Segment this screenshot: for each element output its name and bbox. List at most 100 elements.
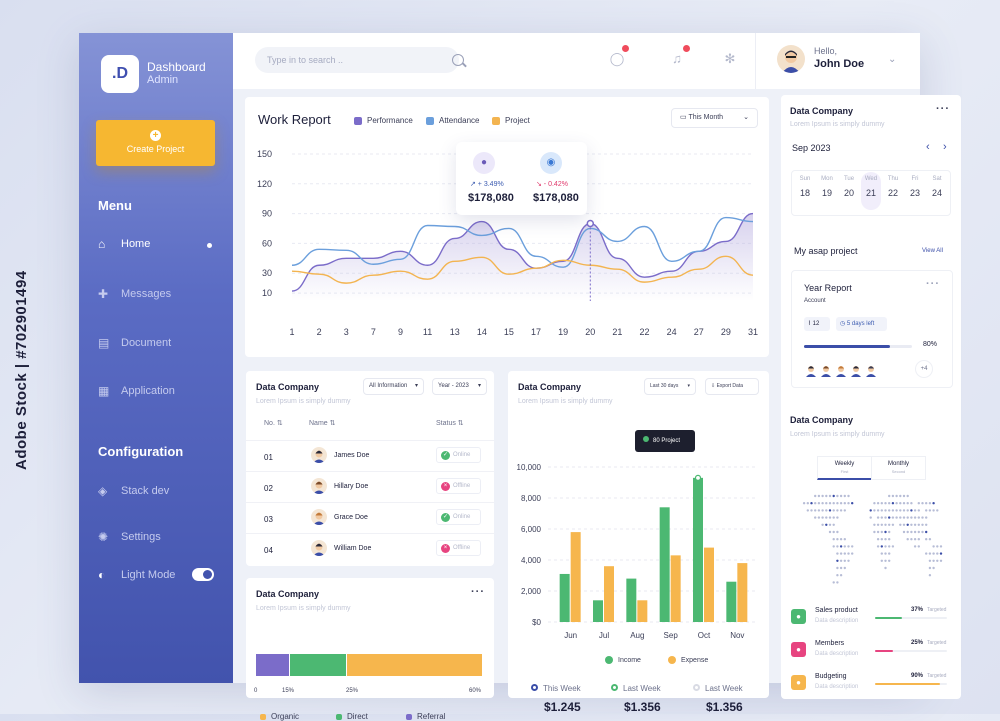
- avatar: [311, 509, 327, 525]
- chat-icon[interactable]: ◯: [609, 51, 625, 67]
- more-icon[interactable]: ···: [471, 586, 485, 598]
- chevron-down-icon[interactable]: ⌄: [888, 54, 896, 65]
- sidebar-item-document[interactable]: ▤Document: [98, 333, 171, 353]
- bar-income[interactable]: [693, 478, 703, 622]
- stack-segment-organic[interactable]: [347, 654, 482, 676]
- tooltip-value-1: $178,080: [468, 192, 514, 204]
- more-icon[interactable]: ···: [926, 278, 940, 290]
- sidebar-item-stack-dev[interactable]: ◈Stack dev: [98, 481, 169, 501]
- map-dot: [840, 502, 842, 504]
- map-dot: [818, 495, 820, 497]
- bar-income[interactable]: [593, 600, 603, 622]
- more-icon[interactable]: ···: [936, 103, 950, 115]
- sidebar-item-application[interactable]: ▦Application: [98, 381, 175, 401]
- project-card[interactable]: Year Report Account ··· ⌇ 12 ◷ 5 days le…: [791, 270, 953, 388]
- bar-expense[interactable]: [671, 555, 681, 622]
- map-dot: [840, 495, 842, 497]
- bar-income[interactable]: [726, 582, 736, 622]
- bar-expense[interactable]: [704, 548, 714, 622]
- map-dot: [925, 516, 927, 518]
- col-header-name[interactable]: Name ⇅: [309, 419, 336, 427]
- map-dot: [829, 524, 831, 526]
- create-project-button[interactable]: + Create Project: [96, 120, 215, 166]
- all-information-dropdown[interactable]: All Information▾: [363, 378, 424, 395]
- map-dot: [810, 502, 812, 504]
- more-members[interactable]: +4: [915, 360, 933, 378]
- sidebar-item-home[interactable]: ⌂Home: [98, 234, 150, 254]
- stat-percent: 90%: [911, 673, 923, 679]
- col-header-status[interactable]: Status ⇅: [436, 419, 464, 427]
- day-number: 23: [905, 188, 925, 198]
- light-mode-toggle[interactable]: [192, 568, 214, 581]
- bar-expense[interactable]: [637, 600, 647, 622]
- bar-expense[interactable]: [737, 563, 747, 622]
- stat-bar-fill: [875, 617, 902, 619]
- legend-label: Expense: [681, 657, 708, 664]
- bar-expense[interactable]: [604, 566, 614, 622]
- sidebar-item-settings[interactable]: ✺Settings: [98, 527, 161, 547]
- map-dot: [877, 524, 879, 526]
- sidebar-item-messages[interactable]: ✚Messages: [98, 284, 171, 304]
- map-dot: [829, 516, 831, 518]
- map-dot: [829, 531, 831, 533]
- stack-segment-direct[interactable]: [290, 654, 346, 676]
- days-left-badge: ◷ 5 days left: [836, 317, 887, 331]
- messages-icon: ✚: [98, 288, 111, 301]
- map-dot: [810, 509, 812, 511]
- search-icon[interactable]: [452, 54, 464, 66]
- map-dot: [918, 524, 920, 526]
- map-dot: [833, 581, 835, 583]
- tab-sub: First: [818, 469, 871, 474]
- view-all-link[interactable]: View All: [922, 248, 943, 254]
- bar-income[interactable]: [660, 507, 670, 622]
- bar-expense[interactable]: [571, 532, 581, 622]
- bell-icon[interactable]: ♫: [669, 51, 685, 67]
- map-dot: [914, 545, 916, 547]
- map-dot: [844, 567, 846, 569]
- hover-point[interactable]: [696, 475, 701, 480]
- sidebar-item-label: Light Mode: [121, 569, 175, 581]
- chevron-left-icon[interactable]: ‹: [926, 141, 930, 153]
- map-dot: [844, 545, 846, 547]
- stack-segment-referral[interactable]: [256, 654, 289, 676]
- bar-income[interactable]: [626, 579, 636, 622]
- bar-income[interactable]: [560, 574, 570, 622]
- search-input[interactable]: Type in to search ..: [255, 47, 459, 73]
- map-dot: [918, 502, 920, 504]
- hover-point[interactable]: [587, 221, 593, 227]
- stat-desc: Data description: [815, 684, 858, 690]
- stat-percent: 37%: [911, 607, 923, 613]
- attachment-count: ⌇ 12: [804, 317, 830, 331]
- map-dot: [888, 545, 890, 547]
- map-dot: [929, 552, 931, 554]
- year-dropdown[interactable]: Year - 2023▾: [432, 378, 487, 395]
- map-dot: [821, 524, 823, 526]
- map-dot: [925, 552, 927, 554]
- col-header-no[interactable]: No. ⇅: [264, 419, 283, 427]
- week-summary-item: Last Week$1.356: [693, 684, 768, 714]
- chevron-right-icon[interactable]: ›: [943, 141, 947, 153]
- map-dot: [847, 560, 849, 562]
- avatar[interactable]: [777, 45, 805, 73]
- x-tick-label: 1: [289, 327, 294, 337]
- gear-icon[interactable]: ✻: [722, 51, 738, 67]
- x-tick-label: 15: [504, 327, 514, 337]
- map-dot: [921, 502, 923, 504]
- map-dot: [936, 509, 938, 511]
